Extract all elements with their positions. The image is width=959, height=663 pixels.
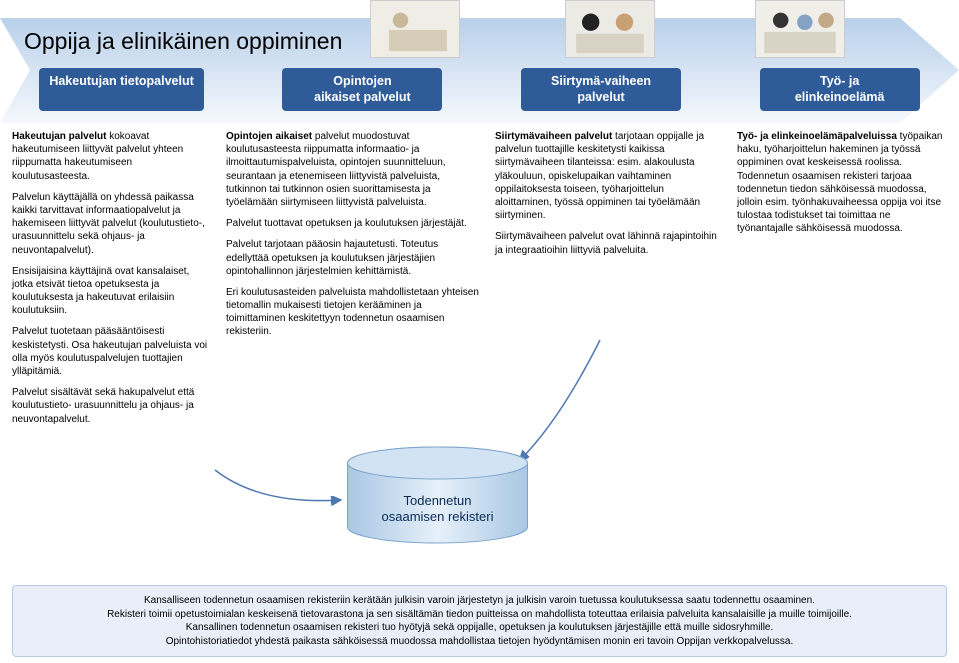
col2-p3: Palvelut tarjotaan pääosin hajautetusti.… [226,238,481,278]
col3-p1: tarjotaan oppijalle ja palvelun tuottaji… [495,131,704,221]
col3-p2: Siirtymävaiheen palvelut ovat lähinnä ra… [495,230,723,256]
hero-photo-2 [565,0,655,58]
col1-p2: Palvelun käyttäjällä on yhdessä paikassa… [12,191,212,257]
page-title: Oppija ja elinikäinen oppiminen [24,28,342,55]
col1-p5: Palvelut sisältävät sekä hakupalvelut et… [12,386,212,426]
column-tyo: Työ- ja elinkeinoelämäpalveluissa työpai… [737,130,947,434]
cylinder-label: Todennetunosaamisen rekisteri [345,493,530,524]
column-siirtyma: Siirtymävaiheen palvelut tarjotaan oppij… [495,130,723,434]
pill-hakeutujan: Hakeutujan tietopalvelut [39,68,203,111]
col1-p3: Ensisijaisina käyttäjinä ovat kansalaise… [12,265,212,318]
pill-siirtyma: Siirtymä-vaiheenpalvelut [521,68,681,111]
col4-lead: Työ- ja elinkeinoelämäpalveluissa [737,131,897,142]
registry-cylinder: Todennetunosaamisen rekisteri [345,445,530,545]
hero-photo-3 [755,0,845,58]
col2-p1: palvelut muodostuvat koulutusasteesta ri… [226,131,446,208]
col2-p2: Palvelut tuottavat opetuksen ja koulutuk… [226,217,481,230]
footer-note: Kansalliseen todennetun osaamisen rekist… [12,585,947,657]
column-opintojen: Opintojen aikaiset palvelut muodostuvat … [226,130,481,434]
column-hakeutujan: Hakeutujan palvelut kokoavat hakeutumise… [12,130,212,434]
col3-lead: Siirtymävaiheen palvelut [495,131,612,142]
col1-p4: Palvelut tuotetaan pääsääntöisesti keski… [12,325,212,378]
col2-p4: Eri koulutusasteiden palveluista mahdoll… [226,286,481,339]
col4-p1: työpaikan haku, työharjoittelun hakemine… [737,131,942,234]
col1-lead: Hakeutujan palvelut [12,131,106,142]
hero-photo-1 [370,0,460,58]
pill-row: Hakeutujan tietopalvelut Opintojenaikais… [0,68,959,111]
pill-opintojen: Opintojenaikaiset palvelut [282,68,442,111]
col2-lead: Opintojen aikaiset [226,131,312,142]
header: Oppija ja elinikäinen oppiminen Hakeutuj… [0,0,959,130]
pill-tyo: Työ- jaelinkeinoelämä [760,68,920,111]
columns: Hakeutujan palvelut kokoavat hakeutumise… [12,130,947,434]
